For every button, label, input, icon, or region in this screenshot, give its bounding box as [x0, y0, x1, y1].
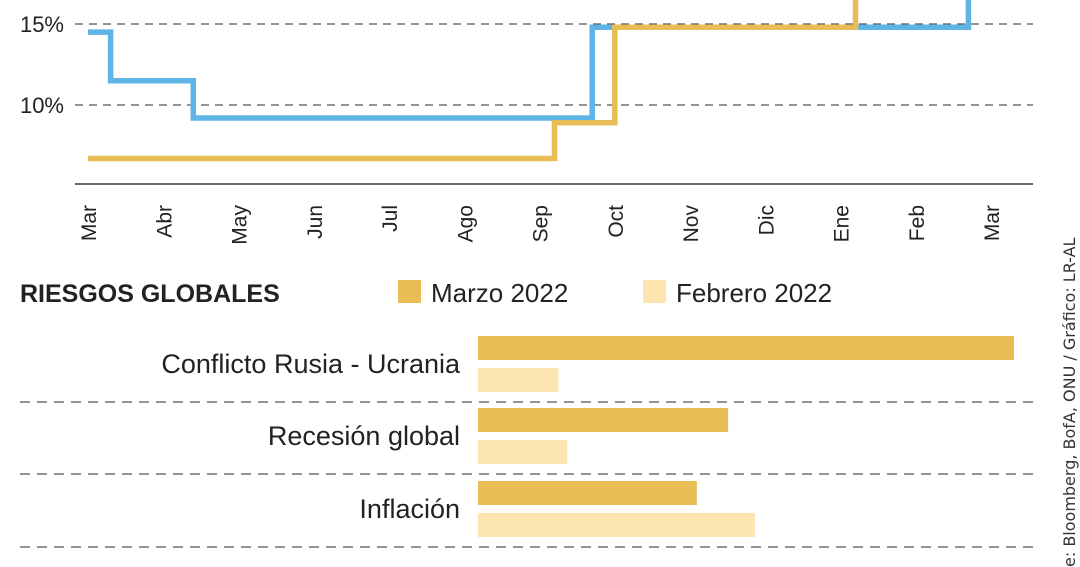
legend-label: Febrero 2022 [676, 278, 832, 308]
risks-bar-chart: RIESGOS GLOBALES Marzo 2022 Febrero 2022 Co… [20, 278, 1033, 548]
x-tick-label: Jun [304, 205, 327, 239]
series-line [88, 0, 859, 162]
y-tick-label: 15% [20, 12, 64, 37]
y-tick-label: 10% [20, 93, 64, 118]
legend-swatch [398, 280, 421, 303]
step-line-chart: 10% 15% Mar Abr May Jun Jul Ago Sep Oct Nov Dic Ene F… [20, 0, 1033, 245]
x-tick-label: Mar [981, 205, 1004, 241]
x-tick-label: Oct [605, 205, 628, 238]
x-tick-label: Nov [680, 205, 703, 243]
bar-chart-title: RIESGOS GLOBALES [20, 280, 280, 308]
x-tick-label: May [229, 205, 252, 245]
x-tick-label: Jul [379, 205, 402, 232]
source-credit: e: Bloomberg, BofA, ONU / Gráfico: LR-AL [1060, 237, 1079, 567]
category-label: Recesión global [268, 421, 460, 451]
series-line [88, 0, 972, 121]
x-tick-label: Feb [906, 205, 929, 241]
x-tick-label: Dic [755, 205, 778, 235]
bar [478, 513, 755, 537]
x-tick-label: Mar [78, 205, 101, 241]
category-label: Inflación [359, 494, 460, 524]
x-tick-label: Ene [831, 205, 854, 242]
category-label: Conflicto Rusia - Ucrania [161, 349, 461, 379]
legend-swatch [643, 280, 666, 303]
bar [478, 408, 729, 432]
legend-label: Marzo 2022 [431, 278, 568, 308]
bar [478, 440, 568, 464]
bar [478, 368, 559, 392]
bar [478, 336, 1014, 360]
x-tick-label: Sep [530, 205, 553, 242]
x-tick-label: Ago [454, 205, 477, 242]
bar [478, 481, 697, 505]
x-tick-label: Abr [153, 205, 176, 238]
